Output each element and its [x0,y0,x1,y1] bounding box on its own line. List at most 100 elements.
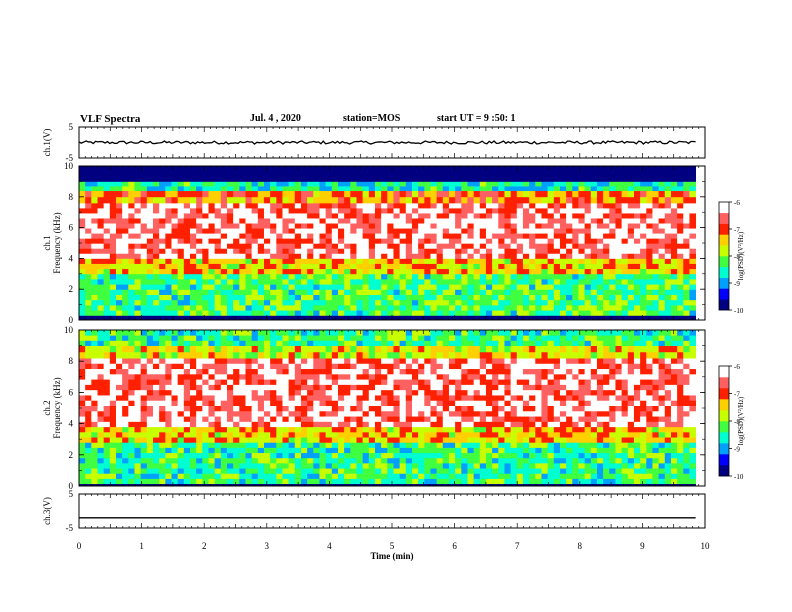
spectrogram-cell [331,253,339,259]
spectrogram-cell [146,208,154,214]
spectrogram-cell [263,457,271,464]
spectrogram-cell [498,166,505,172]
spectrogram-cell [424,289,431,295]
spectrogram-cell [652,190,660,198]
spectrogram-cell [288,304,296,311]
spectrogram-cell [282,373,290,380]
spectrogram-cell [405,315,413,321]
spectrogram-cell [498,279,505,285]
spectrogram-cell [189,340,197,346]
spectrogram-cell [640,315,647,321]
spectrogram-cell [103,330,111,336]
spectrogram-cell [436,310,444,316]
spectrogram-cell [566,294,573,301]
spectrogram-cell [214,218,222,224]
spectrogram-cell [239,431,246,438]
spectrogram-cell [288,208,296,214]
spectrogram-cell [411,304,419,311]
spectrogram-cell [331,213,339,219]
spectrogram-cell [189,233,197,239]
spectrogram-cell [356,340,364,346]
spectrogram-cell [239,452,246,459]
spectrogram-cell [541,218,549,224]
spectrogram-cell [79,330,86,336]
spectrogram-cell [239,218,246,224]
spectrogram-cell [368,202,376,209]
spectrogram-cell [128,196,135,204]
spectrogram-cell [152,196,160,204]
spectrogram-cell [183,279,191,285]
spectrogram-cell [516,294,524,301]
spectrogram-cell [263,202,271,209]
spectrogram-cell [399,190,407,198]
spectrogram-cell [103,190,111,198]
spectrogram-cell [387,468,394,474]
spectrogram-cell [603,208,610,214]
spectrogram-cell [97,223,105,229]
spectrogram-cell [337,452,345,459]
spectrogram-cell [183,473,191,479]
spectrogram-cell [590,279,598,285]
spectrogram-cell [282,233,290,239]
spectrogram-cell [85,330,92,336]
spectrogram-cell [288,363,296,370]
spectrogram-cell [183,335,191,341]
spectrogram-cell [233,473,240,479]
spectrogram-cell [103,284,111,290]
spectrogram-cell [97,400,105,406]
spectrogram-cell [325,304,333,311]
spectrogram-cell [473,243,481,249]
spectrogram-cell [263,340,271,346]
spectrogram-cell [411,248,419,254]
spectrogram-cell [282,315,290,321]
spectrogram-cell [134,330,142,336]
spectrogram-cell [226,176,234,182]
spectrogram-cell [677,176,684,182]
spectrogram-cell [473,310,481,316]
spectrogram-cell [504,279,512,285]
spectrogram-cell [239,294,246,301]
spectrogram-cell [300,279,308,285]
spectrogram-cell [646,176,653,182]
spectrogram-cell [165,223,172,229]
spectrogram-cell [603,190,610,198]
spectrogram-cell [233,181,240,187]
spectrogram-cell [344,358,351,364]
spectrogram-cell [79,248,86,254]
spectrogram-cell [615,213,623,219]
spectrogram-cell [116,368,123,375]
spectrogram-cell [331,473,339,479]
spectrogram-cell [313,340,320,346]
spectrogram-cell [171,395,179,401]
spectrogram-cell [689,186,697,192]
spectrogram-cell [652,273,660,280]
spectrogram-cell [313,373,320,380]
spectrogram-cell [368,395,376,401]
spectrogram-cell [276,248,283,254]
spectrogram-cell [189,176,197,182]
spectrogram-cell [374,304,382,311]
spectrogram-cell [603,238,610,244]
spectrogram-cell [405,268,413,275]
spectrogram-cell [146,405,154,412]
spectrogram-cell [208,190,216,198]
spectrogram-cell [381,405,388,412]
spectrogram-cell [116,186,123,192]
spectrogram-cell [566,279,573,285]
spectrogram-cell [276,335,283,341]
spectrogram-cell [79,462,86,469]
spectrogram-cell [251,340,259,346]
spectrogram-cell [362,171,370,177]
spectrogram-cell [677,181,684,187]
spectrogram-cell [381,228,388,234]
spectrogram-cell [374,273,382,280]
spectrogram-cell [590,243,598,249]
spectrogram-cell [689,253,697,259]
spectrogram-cell [572,268,579,275]
spectrogram-cell [473,190,481,198]
spectrogram-cell [79,421,86,428]
spectrogram-cell [633,243,641,249]
spectrogram-cell [91,437,98,443]
spectrogram-cell [116,442,123,448]
spectrogram-cell [572,186,579,192]
